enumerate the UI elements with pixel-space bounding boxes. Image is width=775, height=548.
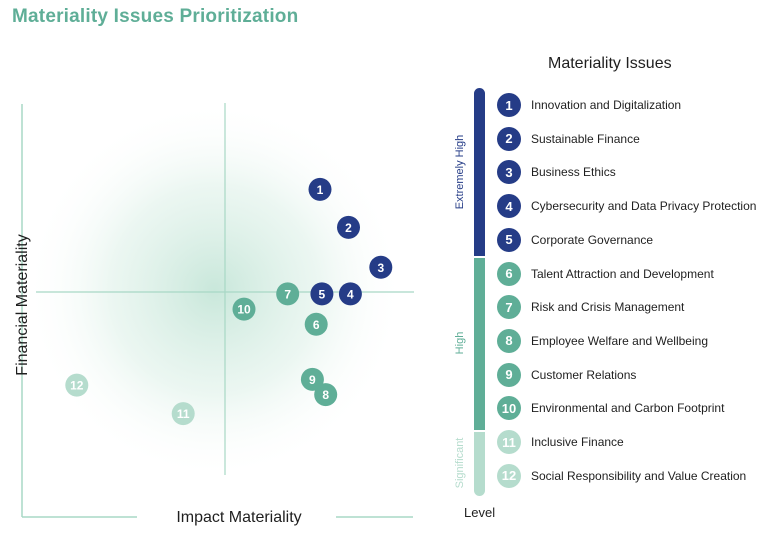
legend-item-9: 9 Customer Relations — [497, 362, 636, 388]
legend-item-label: Employee Welfare and Wellbeing — [531, 333, 708, 348]
level-label-extremely-high: Extremely High — [454, 134, 466, 210]
data-point-label: 3 — [377, 261, 384, 275]
legend-item-label: Cybersecurity and Data Privacy Protectio… — [531, 199, 757, 214]
data-point-11: 11 — [171, 402, 195, 426]
data-point-marker — [314, 383, 338, 407]
legend-number-badge: 7 — [497, 295, 521, 320]
legend-item-label: Sustainable Finance — [531, 131, 640, 146]
data-point-5: 5 — [310, 282, 334, 306]
data-point-6: 6 — [304, 312, 328, 336]
legend-item-12: 12 Social Responsibility and Value Creati… — [497, 463, 746, 489]
data-point-label: 2 — [345, 221, 352, 235]
data-point-label: 4 — [347, 287, 354, 301]
data-point-7: 7 — [276, 282, 300, 306]
data-point-8: 8 — [314, 383, 338, 407]
data-point-12: 12 — [65, 373, 89, 397]
data-point-label: 5 — [319, 287, 326, 301]
data-point-label: 11 — [177, 407, 190, 421]
data-point-label: 1 — [317, 183, 324, 197]
data-point-marker — [310, 282, 334, 306]
legend-item-label: Inclusive Finance — [531, 435, 624, 449]
legend-item-label: Environmental and Carbon Footprint — [531, 401, 725, 416]
data-point-3: 3 — [369, 255, 393, 279]
legend-number-badge: 6 — [497, 261, 521, 286]
data-point-label: 7 — [284, 287, 291, 301]
legend-item-label: Risk and Crisis Management — [531, 300, 685, 315]
data-point-label: 9 — [309, 373, 316, 387]
data-point-label: 8 — [322, 388, 329, 402]
data-point-label: 6 — [313, 318, 320, 332]
data-point-marker — [337, 215, 360, 239]
level-label: Level — [464, 505, 496, 520]
y-axis-label: Financial Materiality — [14, 234, 31, 375]
x-axis-label: Impact Materiality — [176, 509, 301, 526]
level-bar-extremely-high — [474, 88, 485, 256]
page-title: Materiality Issues Prioritization — [12, 6, 299, 27]
legend-number-badge: 5 — [497, 227, 521, 252]
legend-item-10: 10 Environmental and Carbon Footprint — [497, 395, 724, 421]
data-point-marker — [232, 297, 256, 321]
legend-number-badge: 8 — [497, 328, 521, 353]
data-point-marker — [171, 402, 195, 426]
legend-item-label: Social Responsibility and Value Creation — [531, 468, 747, 483]
legend-number-badge: 3 — [497, 160, 521, 185]
legend-number-badge: 1 — [497, 93, 521, 117]
legend-number-badge: 4 — [497, 194, 521, 219]
data-point-marker — [304, 312, 328, 336]
data-point-label: 12 — [70, 379, 84, 393]
level-label-significant: Significant — [454, 437, 466, 489]
data-point-marker — [369, 255, 393, 279]
legend-item-8: 8 Employee Welfare and Wellbeing — [497, 328, 708, 354]
legend-item-6: 6 Talent Attraction and Development — [497, 261, 714, 287]
legend-number-badge: 11 — [497, 430, 521, 454]
legend-item-2: 2 Sustainable Finance — [497, 126, 640, 152]
level-label-high: High — [454, 331, 466, 355]
data-point-marker — [338, 282, 362, 306]
data-point-4: 4 — [338, 282, 362, 306]
level-bar-high — [474, 258, 485, 430]
legend-item-3: 3 Business Ethics — [497, 159, 616, 185]
data-point-marker — [308, 177, 332, 201]
legend-number-badge: 10 — [497, 396, 521, 421]
legend-item-label: Innovation and Digitalization — [531, 98, 682, 112]
level-bar-significant — [474, 432, 485, 496]
data-point-9: 9 — [300, 367, 324, 391]
data-point-marker — [276, 282, 300, 306]
legend-item-1: 1 Innovation and Digitalization — [497, 92, 681, 118]
legend-title: Materiality Issues — [548, 55, 672, 72]
data-point-marker — [65, 373, 89, 397]
data-point-2: 2 — [337, 215, 360, 239]
legend-item-7: 7 Risk and Crisis Management — [497, 294, 684, 320]
legend-number-badge: 9 — [497, 362, 521, 387]
legend-item-11: 11 Inclusive Finance — [497, 429, 624, 455]
legend-item-label: Talent Attraction and Development — [531, 266, 714, 281]
data-point-1: 1 — [308, 177, 332, 201]
legend-item-5: 5 Corporate Governance — [497, 227, 653, 253]
data-point-marker — [300, 367, 324, 391]
legend-number-badge: 12 — [497, 463, 521, 488]
data-point-10: 10 — [232, 297, 256, 321]
legend-number-badge: 2 — [497, 126, 521, 151]
legend-item-4: 4 Cybersecurity and Data Privacy Protecti… — [497, 193, 756, 219]
legend-item-label: Customer Relations — [531, 367, 637, 382]
legend-item-label: Corporate Governance — [531, 232, 654, 247]
legend-item-label: Business Ethics — [531, 165, 616, 180]
data-point-label: 10 — [237, 303, 251, 317]
